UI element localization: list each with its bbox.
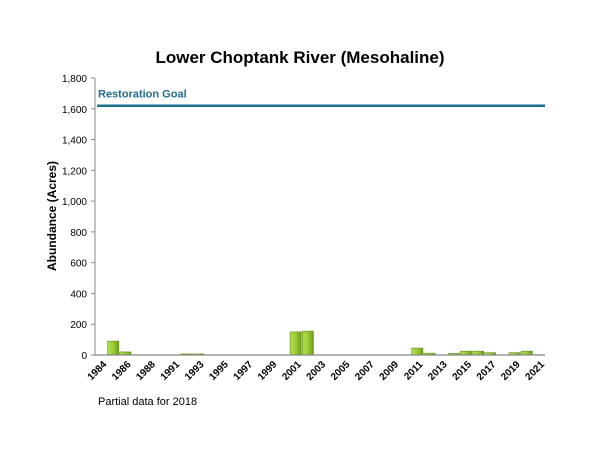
x-tick-label: 2011: [402, 359, 425, 382]
bar-2001: [289, 331, 302, 356]
x-tick-label: 2017: [475, 359, 499, 383]
x-tick-label: 1999: [256, 359, 280, 383]
restoration-goal-label: Restoration Goal: [98, 89, 187, 101]
y-tick-label: 1,600: [62, 105, 87, 116]
y-tick-label: 400: [70, 289, 87, 300]
x-tick-label: 2015: [451, 359, 475, 383]
x-tick-label: 1993: [183, 359, 207, 383]
y-tick-label: 0: [81, 351, 87, 362]
x-tick-label: 2009: [378, 359, 402, 383]
y-tick-label: 1,400: [62, 136, 87, 147]
x-tick-label: 1995: [207, 359, 231, 383]
x-tick-label: 2007: [353, 359, 377, 383]
y-tick-label: 200: [70, 320, 87, 331]
y-tick-label: 1,800: [62, 74, 87, 85]
x-tick-label: 2001: [280, 359, 304, 383]
y-tick-label: 600: [70, 259, 87, 270]
x-tick-label: 2013: [426, 359, 450, 383]
bar-2011: [411, 347, 424, 356]
bar-1985: [107, 340, 120, 356]
x-tick-label: 2003: [305, 359, 329, 383]
y-tick-label: 800: [70, 228, 87, 239]
x-tick-label: 1984: [86, 359, 110, 383]
chart-title: Lower Choptank River (Mesohaline): [155, 48, 445, 67]
y-tick-label: 1,000: [62, 197, 87, 208]
y-tick-label: 1,200: [62, 166, 87, 177]
chart-note: Partial data for 2018: [98, 396, 198, 408]
x-tick-label: 2021: [524, 359, 548, 383]
x-tick-label: 1997: [232, 359, 256, 383]
x-tick-label: 1991: [159, 359, 183, 383]
x-tick-label: 2019: [499, 359, 523, 383]
x-tick-label: 1988: [134, 359, 158, 383]
x-tick-label: 1986: [110, 359, 134, 383]
x-tick-label: 2005: [329, 359, 353, 383]
y-axis-label: Abundance (Acres): [45, 161, 59, 271]
bar-2002: [301, 330, 314, 356]
